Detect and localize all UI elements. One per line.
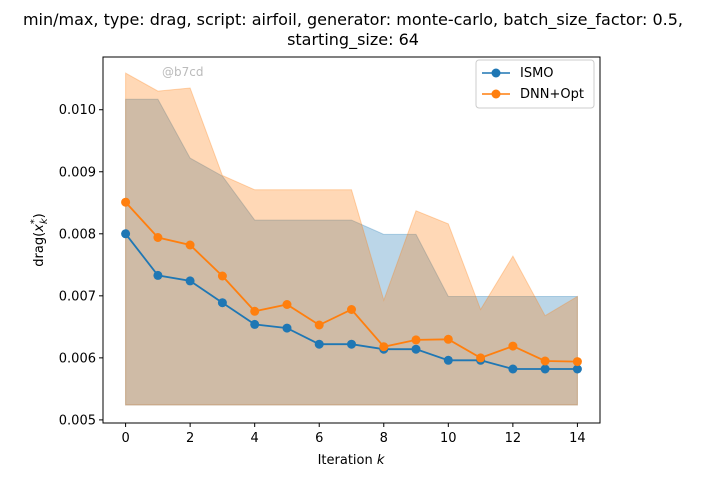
point-dnn-opt	[476, 353, 486, 363]
y-tick-label: 0.009	[59, 165, 96, 180]
point-dnn-opt	[250, 306, 260, 316]
point-dnn-opt	[411, 335, 421, 345]
point-dnn-opt	[121, 197, 131, 207]
point-ismo	[508, 364, 518, 374]
legend-marker-ismo	[491, 68, 501, 78]
band-ismo	[125, 98, 578, 406]
legend: ISMO DNN+Opt	[475, 59, 595, 109]
legend-marker-dnn-opt	[491, 89, 501, 99]
x-tick-label: 8	[380, 431, 388, 446]
y-tick-label: 0.010	[59, 103, 96, 118]
chart-title-line-2: starting_size: 64	[287, 30, 419, 50]
point-dnn-opt	[540, 356, 550, 366]
point-ismo	[153, 270, 163, 280]
x-tick-label: 4	[251, 431, 259, 446]
legend-box	[475, 59, 595, 109]
point-ismo	[411, 344, 421, 354]
point-dnn-opt	[347, 305, 356, 314]
point-ismo	[185, 276, 195, 286]
point-ismo	[282, 323, 292, 333]
point-dnn-opt	[314, 320, 324, 330]
point-ismo	[217, 298, 227, 308]
y-tick-label: 0.008	[59, 227, 96, 242]
y-tick-label: 0.005	[59, 413, 96, 428]
point-ismo	[347, 339, 356, 349]
series-points	[121, 197, 582, 374]
point-dnn-opt	[217, 271, 227, 281]
y-axis-label: drag(x*k)	[29, 213, 50, 266]
point-dnn-opt	[572, 357, 582, 367]
legend-label-ismo: ISMO	[520, 66, 554, 81]
x-axis-label: Iteration k	[318, 453, 385, 468]
point-ismo	[443, 355, 453, 365]
point-dnn-opt	[153, 233, 163, 242]
point-ismo	[121, 229, 131, 239]
point-dnn-opt	[443, 334, 453, 344]
point-dnn-opt	[508, 341, 518, 351]
shaded-bands	[125, 72, 578, 406]
point-dnn-opt	[185, 240, 195, 250]
x-axis-ticks: 0 2 4 6 8 10 12 14	[121, 423, 586, 446]
x-tick-label: 14	[569, 431, 586, 446]
y-axis-ticks: 0.005 0.006 0.007 0.008 0.009 0.010	[59, 103, 103, 428]
watermark-text: @b7cd	[162, 65, 203, 79]
x-tick-label: 12	[505, 431, 522, 446]
x-tick-label: 2	[186, 431, 194, 446]
x-tick-label: 0	[121, 431, 129, 446]
plot-frame	[102, 56, 601, 424]
y-tick-label: 0.007	[59, 289, 96, 304]
point-dnn-opt	[379, 342, 389, 352]
y-tick-label: 0.006	[59, 351, 96, 366]
x-tick-label: 6	[315, 431, 323, 446]
band-dnn-opt	[125, 72, 578, 406]
chart-title-line-1: min/max, type: drag, script: airfoil, ge…	[23, 10, 683, 30]
point-ismo	[250, 319, 260, 329]
legend-label-dnn-opt: DNN+Opt	[520, 87, 584, 102]
point-dnn-opt	[282, 300, 292, 309]
point-ismo	[540, 364, 550, 374]
point-ismo	[572, 364, 582, 374]
x-tick-label: 10	[440, 431, 457, 446]
point-ismo	[314, 339, 324, 349]
